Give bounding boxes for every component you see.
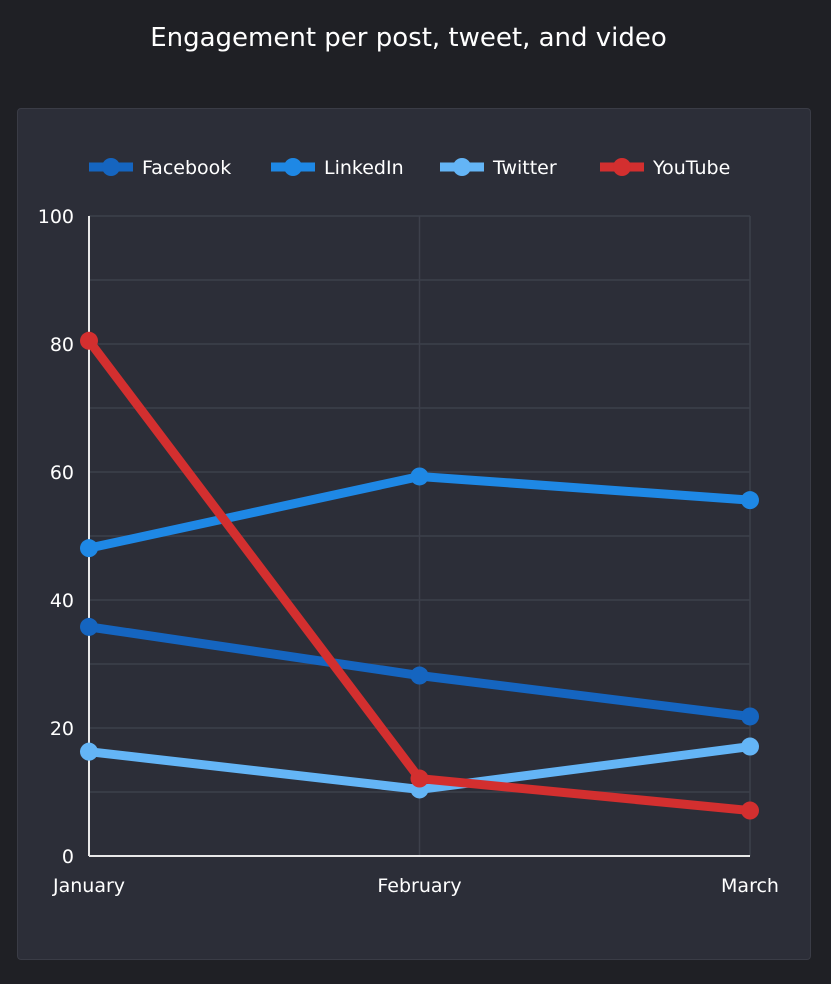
y-tick-label: 20 — [50, 718, 74, 740]
chart-title: Engagement per post, tweet, and video — [150, 23, 667, 53]
y-tick-label: 40 — [50, 590, 74, 612]
chart-panel: 0 20 40 60 80 100 January February March Facebook… — [17, 108, 811, 960]
x-tick-label: January — [52, 875, 125, 897]
data-point-twitter — [741, 737, 759, 756]
y-tick-label: 100 — [38, 206, 74, 228]
y-tick-label: 0 — [62, 846, 74, 868]
data-point-twitter — [80, 742, 98, 761]
legend-item-youtube: YouTube — [600, 157, 730, 179]
y-tick-label: 60 — [50, 462, 74, 484]
x-tick-label: March — [721, 875, 779, 897]
legend-label: Facebook — [142, 157, 231, 179]
series-youtube — [80, 331, 759, 820]
legend: Facebook LinkedIn Twitter YouTube — [89, 157, 730, 179]
legend-swatch-marker — [613, 158, 631, 176]
data-point-facebook — [410, 666, 429, 685]
data-point-youtube — [741, 801, 759, 820]
legend-swatch-marker — [453, 158, 471, 176]
data-point-facebook — [80, 617, 98, 636]
legend-label: Twitter — [492, 157, 557, 179]
line-chart: 0 20 40 60 80 100 January February March Facebook… — [38, 157, 779, 897]
x-tick-label: February — [377, 875, 461, 897]
series-linkedin — [80, 467, 759, 558]
data-point-linkedin — [80, 539, 98, 558]
legend-swatch-marker — [102, 158, 120, 176]
legend-label: YouTube — [652, 157, 730, 179]
legend-item-linkedin: LinkedIn — [271, 157, 404, 179]
legend-item-twitter: Twitter — [440, 157, 557, 179]
y-tick-label: 80 — [50, 334, 74, 356]
legend-label: LinkedIn — [324, 157, 404, 179]
data-point-linkedin — [410, 467, 429, 486]
legend-swatch-marker — [284, 158, 302, 176]
data-point-linkedin — [741, 491, 759, 510]
series-facebook — [80, 617, 759, 726]
data-point-youtube — [410, 769, 429, 788]
data-point-facebook — [741, 707, 759, 726]
data-point-youtube — [80, 331, 98, 350]
legend-item-facebook: Facebook — [89, 157, 231, 179]
